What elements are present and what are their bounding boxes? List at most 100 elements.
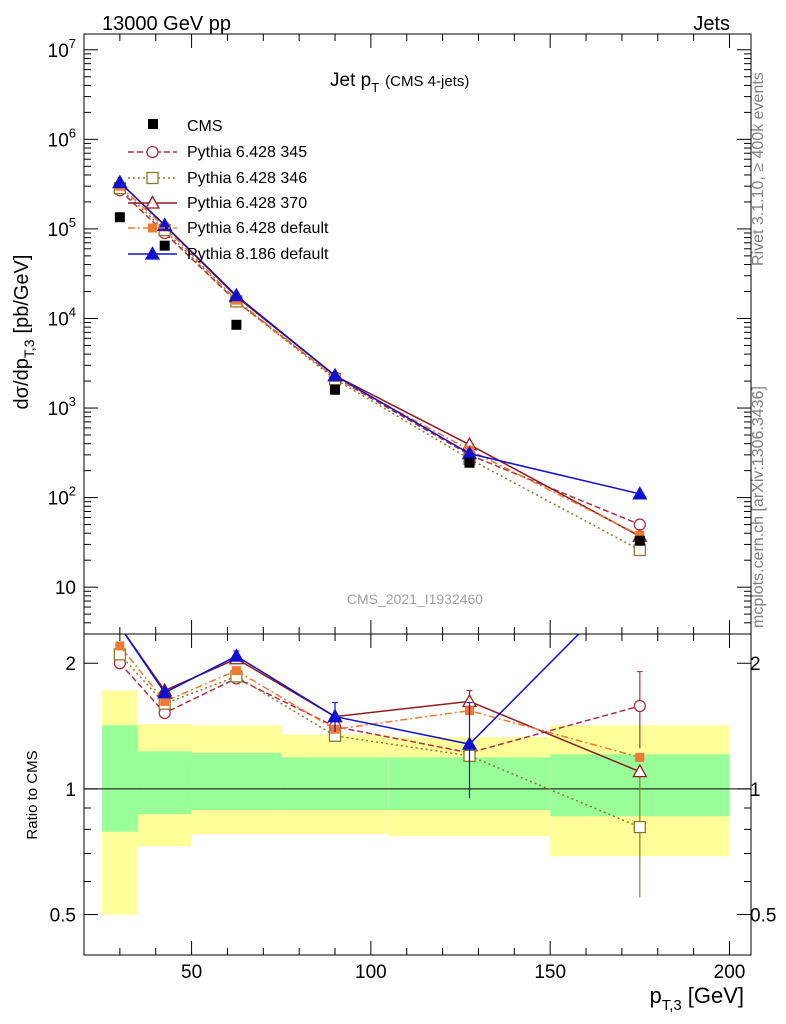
legend-marker — [144, 246, 161, 260]
x-tick-label: 100 — [355, 962, 387, 983]
y-tick-label: 10 — [55, 578, 76, 599]
ratio-tick-label-right: 0.5 — [750, 906, 776, 927]
y-tick-label: 103 — [48, 394, 76, 420]
y-axis-label-unit: [pb/GeV] — [11, 255, 33, 334]
x-tick-label: 50 — [181, 962, 202, 983]
series-point — [633, 543, 646, 557]
x-axis-label: pT,3 [GeV] — [649, 983, 744, 1014]
data-point — [330, 384, 341, 395]
ratio-point — [327, 708, 343, 723]
legend-label: Pythia 6.428 default — [187, 220, 329, 237]
x-axis-label-subscript: T,3 — [662, 997, 682, 1014]
plot-title: Jet pT (CMS 4-jets) — [330, 70, 469, 95]
ratio-point — [633, 820, 646, 834]
header-left: 13000 GeV pp — [102, 13, 231, 35]
ratio-tick-labels: 2 1 0.5 2 1 0.5 — [50, 654, 777, 926]
series-point — [327, 367, 343, 382]
ratio-tick-label-right: 2 — [750, 654, 761, 675]
y-axis-label: dσ/dpT,3[pb/GeV] — [11, 255, 37, 410]
series-line — [119, 189, 641, 526]
legend-label: Pythia 6.428 370 — [187, 195, 307, 212]
data-point — [159, 240, 170, 251]
ratio-point — [231, 666, 241, 676]
ratio-point — [633, 699, 646, 713]
ratio-line — [119, 662, 641, 754]
y-tick-labels: 107 106 105 104 103 102 10 — [48, 36, 76, 599]
ratio-tick-label-left: 0.5 — [50, 906, 76, 927]
y-axis-label-subscript: T,3 — [21, 339, 37, 358]
ratio-y-axis-label: Ratio to CMS — [24, 750, 41, 839]
series-point — [635, 530, 645, 540]
ratio-line — [119, 653, 641, 828]
x-tick-labels: 50 100 150 200 — [181, 962, 745, 983]
x-ticks — [119, 34, 730, 955]
ratio-band-inner — [191, 752, 282, 811]
y-ticks — [84, 49, 751, 635]
main-series — [112, 174, 648, 557]
analysis-id: CMS_2021_I1932460 — [347, 591, 483, 607]
series-point — [632, 486, 648, 500]
ratio-line — [124, 634, 580, 745]
series-point — [633, 518, 646, 531]
series-point — [228, 287, 245, 302]
ratio-tick-label-left: 1 — [65, 780, 76, 801]
main-plot: Jet pT (CMS 4-jets) CMS_2021_I1932460 dσ/… — [11, 33, 752, 635]
legend-series — [128, 145, 177, 260]
main-plot-frame — [83, 33, 752, 635]
rivet-label: Rivet 3.1.10, ≥ 400k events — [750, 72, 767, 266]
mcplots-label: mcplots.cern.ch [arXiv:1306.3436] — [750, 386, 767, 628]
y-tick-label: 102 — [48, 484, 76, 510]
plot-title-extra: (CMS 4-jets) — [385, 73, 469, 90]
ratio-band-inner — [101, 725, 138, 832]
legend-label: Pythia 6.428 346 — [187, 170, 307, 187]
ratio-point — [635, 752, 645, 762]
x-tick-label: 150 — [534, 962, 566, 983]
ratio-point — [160, 696, 170, 706]
ratio-point — [228, 648, 245, 662]
header-right: Jets — [693, 13, 730, 35]
ratio-line — [124, 634, 641, 773]
plot-title-subscript: T — [371, 80, 379, 95]
data-point — [634, 535, 645, 546]
legend-item-cms: CMS — [148, 118, 223, 135]
y-tick-label: 105 — [48, 215, 76, 241]
series-line — [119, 181, 641, 495]
ratio-point — [157, 684, 173, 699]
ratio-tick-label-right: 1 — [750, 780, 761, 801]
ratio-point — [633, 566, 646, 578]
data-point — [114, 212, 125, 223]
y-tick-label: 106 — [48, 125, 76, 151]
series-point — [112, 174, 128, 189]
x-tick-label: 200 — [714, 962, 746, 983]
legend: CMS Pythia 6.428 345 Pythia 6.428 346 Py… — [128, 118, 329, 263]
ratio-point — [115, 641, 125, 651]
ratio-line — [119, 645, 641, 759]
legend-marker — [146, 171, 159, 185]
legend-label-cms: CMS — [187, 118, 223, 135]
legend-marker-cms — [148, 119, 158, 129]
series-line — [119, 185, 641, 536]
legend-label: Pythia 8.186 default — [187, 246, 329, 263]
ratio-ticks — [84, 662, 751, 916]
ratio-plot-frame — [83, 633, 752, 956]
ratio-band-inner — [137, 751, 192, 815]
y-tick-label: 107 — [48, 36, 76, 62]
x-axis-label-unit: [GeV] — [688, 983, 744, 1008]
ratio-point — [632, 763, 648, 778]
series-line — [119, 187, 641, 551]
legend-marker — [146, 145, 159, 159]
legend-label: Pythia 6.428 345 — [187, 144, 307, 161]
ratio-plot: 2 1 0.5 2 1 0.5 Ratio to CMS 50 100 150 … — [24, 34, 776, 1014]
ratio-tick-label-left: 2 — [65, 654, 76, 675]
data-point — [464, 457, 475, 468]
ratio-bands — [84, 690, 751, 915]
legend-marker — [148, 223, 157, 233]
main-data-points — [114, 212, 645, 546]
ratio-point — [461, 736, 478, 750]
ratio-series — [113, 566, 648, 898]
ratio-band-inner — [281, 757, 389, 811]
y-tick-label: 104 — [48, 304, 76, 330]
data-point — [231, 319, 242, 330]
legend-marker — [144, 195, 161, 209]
